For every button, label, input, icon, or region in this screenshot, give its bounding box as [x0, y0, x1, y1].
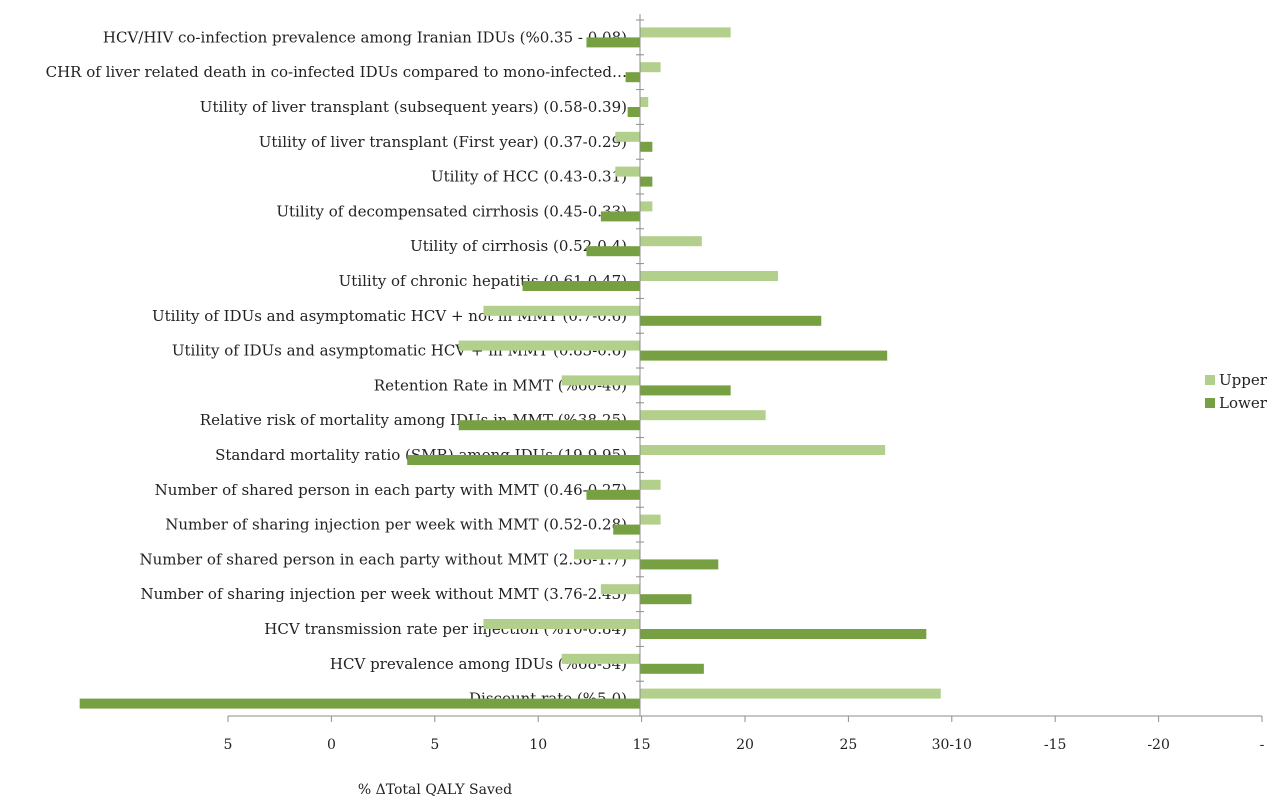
x-tick-label: 25 [839, 737, 857, 753]
x-tick-label: 20 [736, 737, 754, 753]
category-label: HCV prevalence among IDUs (%68-34) [330, 655, 627, 673]
category-label: Utility of liver transplant (subsequent … [200, 98, 627, 116]
category-label: Number of shared person in each party wi… [155, 481, 627, 499]
category-label: Number of shared person in each party wi… [140, 550, 628, 568]
x-tick-label: -20 [1147, 737, 1170, 753]
upper-bar [640, 479, 661, 490]
lower-legend-swatch [1205, 398, 1215, 408]
upper-bar [640, 27, 731, 38]
x-tick-label: -15 [1044, 737, 1067, 753]
legend: Upper Lower [1205, 371, 1268, 412]
lower-bar [640, 663, 704, 674]
upper-bar [483, 305, 640, 316]
lower-bar [586, 246, 640, 257]
upper-bar [640, 62, 661, 73]
lower-bar [458, 420, 640, 431]
upper-bar [640, 201, 653, 212]
upper-legend-swatch [1205, 375, 1215, 385]
upper-bar [574, 549, 640, 560]
lower-bar [407, 455, 640, 465]
legend-label: Upper [1219, 371, 1268, 389]
upper-bar [483, 619, 640, 629]
lower-bar [613, 524, 640, 535]
category-label: Number of sharing injection per week wit… [141, 585, 628, 603]
upper-bar [640, 236, 702, 247]
x-tick-label: 0 [327, 737, 336, 753]
category-label: HCV/HIV co-infection prevalence among Ir… [103, 28, 627, 46]
lower-bar [522, 281, 640, 291]
category-labels: HCV/HIV co-infection prevalence among Ir… [46, 28, 627, 707]
upper-bar [615, 166, 640, 177]
category-label: Number of sharing injection per week wit… [165, 516, 627, 534]
x-tick-label: 5 [430, 737, 439, 753]
upper-bar [640, 688, 941, 699]
lower-bar [640, 629, 927, 639]
category-label: Utility of cirrhosis (0.52-0.4) [410, 237, 627, 255]
lower-bar [640, 594, 692, 605]
lower-bar [640, 176, 653, 187]
lower-bar [640, 350, 888, 361]
upper-bar [640, 514, 661, 525]
upper-bar [640, 410, 766, 421]
x-tick-label: - [1260, 737, 1265, 753]
x-tick-label: 10 [529, 737, 547, 753]
x-tick-label: 15 [633, 737, 651, 753]
upper-bar [640, 97, 649, 107]
lower-bar [640, 385, 731, 396]
upper-bar [561, 375, 640, 386]
upper-bar [615, 131, 640, 142]
lower-bar [640, 315, 822, 326]
lower-bar [627, 107, 640, 117]
x-tick-label: 5 [224, 737, 233, 753]
lower-bar [586, 489, 640, 500]
upper-bar [561, 653, 640, 664]
upper-bar [600, 584, 640, 595]
upper-bar [640, 445, 886, 455]
category-label: Utility of decompensated cirrhosis (0.45… [276, 202, 627, 220]
x-tick-label: 30-10 [932, 737, 972, 753]
lower-bar [640, 141, 653, 152]
category-label: Utility of liver transplant (First year)… [259, 133, 627, 151]
bars [79, 27, 941, 709]
lower-bar [586, 37, 640, 48]
x-axis-title: % ΔTotal QALY Saved [358, 782, 512, 798]
lower-bar [640, 559, 719, 570]
lower-bar [600, 211, 640, 222]
legend-label: Lower [1219, 394, 1268, 412]
lower-bar [79, 698, 641, 709]
category-label: CHR of liver related death in co-infecte… [46, 63, 627, 81]
upper-bar [640, 271, 779, 281]
axes: 5 0 5 10 15 20 25 30-10 -15 -20 - [224, 14, 1265, 753]
category-label: Utility of HCC (0.43-0.31) [431, 168, 627, 186]
upper-bar [458, 340, 640, 351]
lower-bar [625, 72, 640, 83]
